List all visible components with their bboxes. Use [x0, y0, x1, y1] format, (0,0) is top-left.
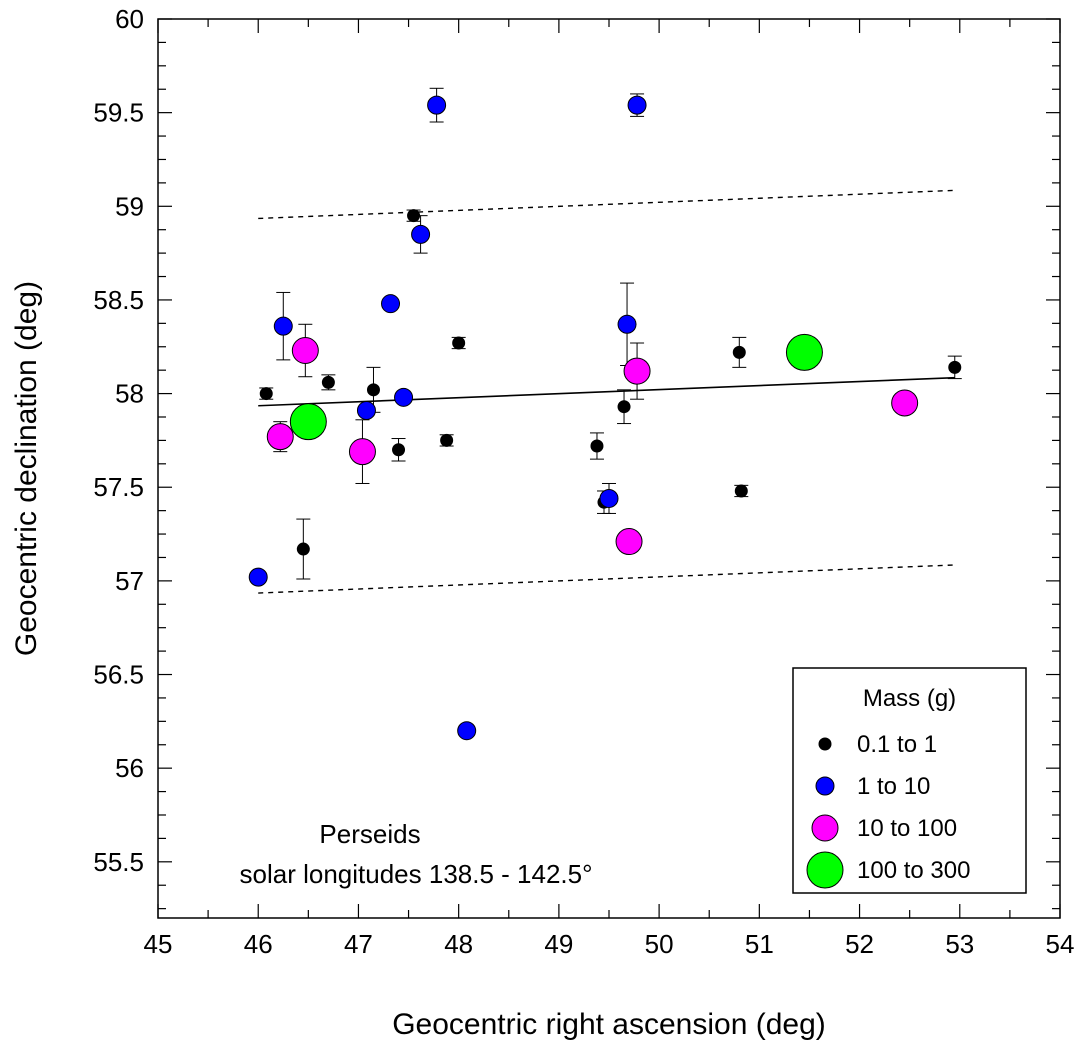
data-point	[296, 542, 310, 556]
x-axis-label: Geocentric right ascension (deg)	[392, 1008, 826, 1041]
data-point	[452, 336, 466, 350]
x-tick-label: 49	[544, 929, 573, 959]
y-tick-label: 56.5	[93, 660, 144, 690]
fit-lines	[258, 189, 955, 594]
legend-entries: 0.1 to 1 1 to 10 10 to 100 100 to 300	[806, 731, 970, 889]
data-point	[248, 567, 268, 587]
y-tick-label: 55.5	[93, 847, 144, 877]
data-point	[599, 488, 619, 508]
data-point	[381, 294, 401, 314]
legend-label: 100 to 300	[857, 857, 970, 884]
x-tick-label: 47	[344, 929, 373, 959]
data-point	[891, 389, 919, 417]
fit-line	[258, 376, 955, 407]
data-point	[457, 721, 477, 741]
data-point	[617, 400, 631, 414]
legend-label: 10 to 100	[857, 815, 957, 842]
x-tick-label: 45	[144, 929, 173, 959]
legend-label: 1 to 10	[857, 773, 930, 800]
bound-line-dashed	[258, 564, 955, 594]
data-point	[734, 484, 748, 498]
data-point	[590, 439, 604, 453]
legend-marker	[818, 737, 832, 751]
bound-line-dashed	[258, 189, 955, 220]
data-point	[732, 345, 746, 359]
data-point	[427, 95, 447, 115]
data-point	[366, 383, 380, 397]
data-point	[291, 337, 319, 365]
data-point	[617, 314, 637, 334]
x-tick-label: 53	[945, 929, 974, 959]
y-tick-label: 56	[115, 753, 144, 783]
data-point	[348, 438, 376, 466]
chart-annotation-title: Perseids	[319, 819, 420, 849]
data-point	[411, 224, 431, 244]
data-point	[321, 375, 335, 389]
x-axis: 45 46 47 48 49 50 51 52 53 54	[144, 19, 1075, 959]
y-axis-label: Geocentric declination (deg)	[10, 281, 43, 656]
data-point	[259, 387, 273, 401]
legend-label: 0.1 to 1	[857, 731, 937, 758]
data-point	[266, 423, 294, 451]
legend-marker	[815, 776, 835, 796]
data-point	[948, 360, 962, 374]
y-tick-label: 58	[115, 379, 144, 409]
y-tick-label: 58.5	[93, 285, 144, 315]
x-tick-label: 50	[645, 929, 674, 959]
x-tick-label: 54	[1046, 929, 1075, 959]
x-tick-label: 52	[845, 929, 874, 959]
data-point	[273, 316, 293, 336]
y-tick-label: 59	[115, 191, 144, 221]
data-point	[785, 333, 823, 371]
data-point	[394, 387, 414, 407]
data-point	[392, 443, 406, 457]
data-point	[289, 403, 327, 441]
data-points	[248, 87, 962, 741]
data-point	[623, 357, 651, 385]
data-point	[615, 528, 643, 556]
x-tick-label: 51	[745, 929, 774, 959]
y-tick-label: 59.5	[93, 98, 144, 128]
x-tick-label: 46	[244, 929, 273, 959]
y-tick-label: 57	[115, 566, 144, 596]
legend: Mass (g) 0.1 to 1 1 to 10 10 to 100 100 to …	[792, 667, 1027, 894]
data-point	[627, 95, 647, 115]
legend-marker	[811, 814, 839, 842]
legend-title: Mass (g)	[863, 685, 956, 712]
chart-annotation-subtitle: solar longitudes 138.5 - 142.5°	[240, 859, 593, 889]
data-point	[356, 400, 376, 420]
data-point	[440, 433, 454, 447]
y-tick-label: 60	[115, 4, 144, 34]
y-tick-label: 57.5	[93, 472, 144, 502]
legend-marker	[806, 851, 844, 889]
x-tick-label: 48	[444, 929, 473, 959]
y-axis: 55.5 56 56.5 57 57.5 58 58.5 59 59.5 60	[93, 4, 1060, 910]
